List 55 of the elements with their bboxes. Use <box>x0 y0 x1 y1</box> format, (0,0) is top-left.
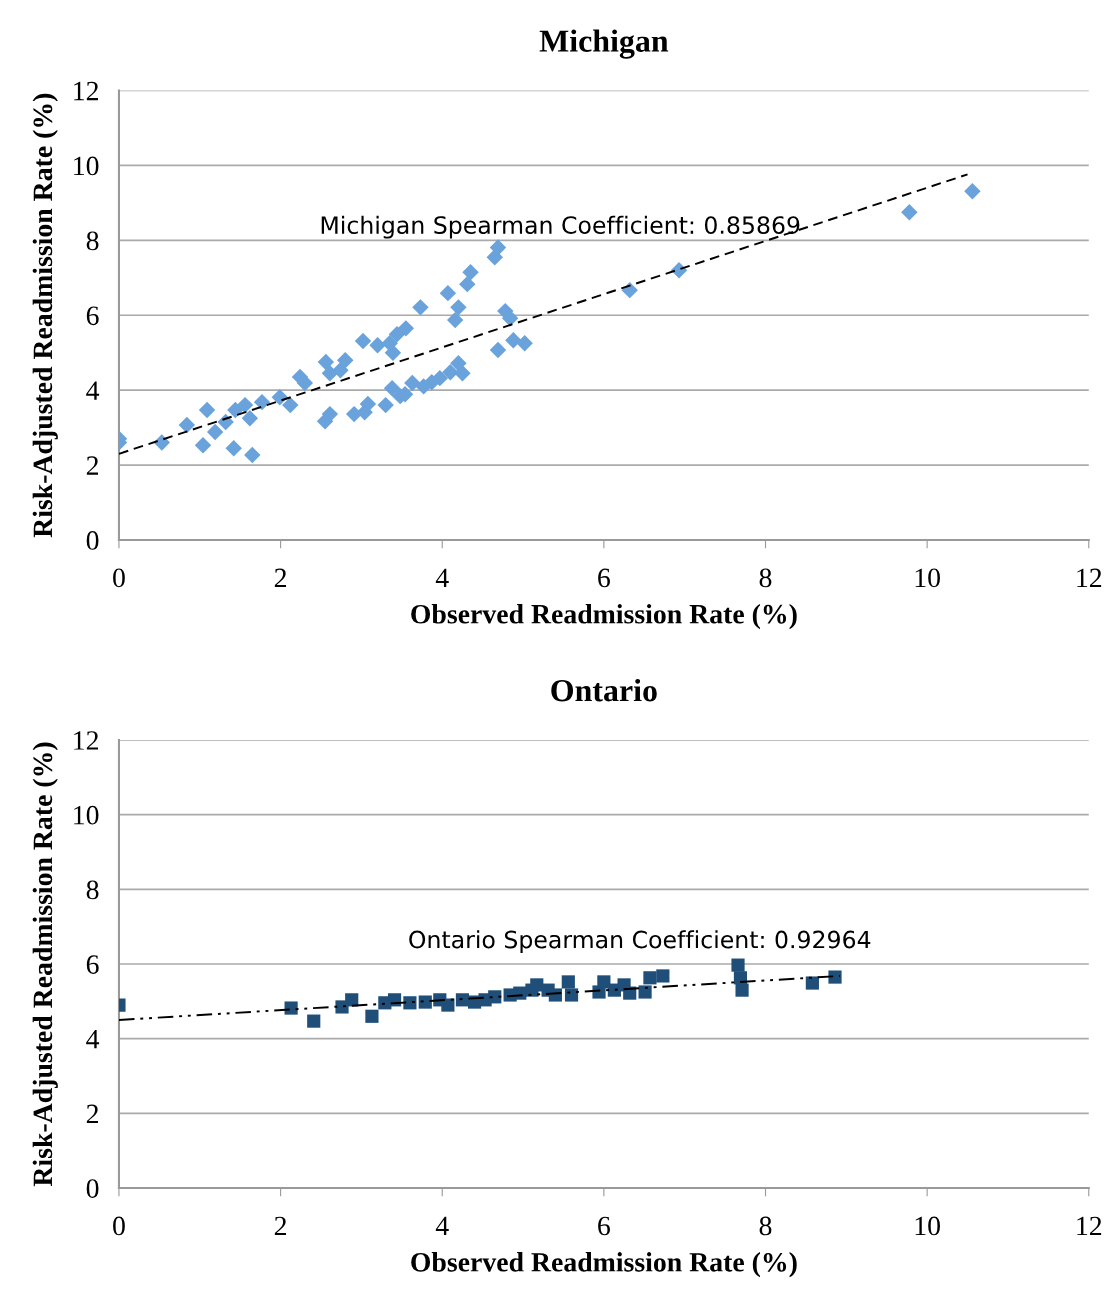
x-tick-label: 10 <box>915 568 940 588</box>
point <box>597 975 611 989</box>
annotation: Michigan Spearman Coefficient: 0.85869 <box>321 215 800 239</box>
x-axis-title: Observed Readmission Rate (%) <box>411 604 797 630</box>
point <box>735 983 749 997</box>
y-tick-label: 10 <box>74 156 99 176</box>
y-tick-label: 8 <box>86 231 99 251</box>
chart-title: Michigan <box>539 29 669 59</box>
point <box>441 998 455 1012</box>
x-tick-label: 4 <box>435 1216 449 1236</box>
x-tick-label: 0 <box>113 568 125 588</box>
y-tick-label: 0 <box>86 1179 99 1198</box>
x-tick-label: 6 <box>598 1216 610 1236</box>
y-axis-title: Risk-Adjusted Readmission Rate (%) <box>32 742 58 1187</box>
point <box>530 978 544 992</box>
point <box>403 996 417 1010</box>
point <box>488 990 502 1004</box>
x-tick-label: 2 <box>274 568 287 588</box>
x-tick-label: 8 <box>759 568 772 588</box>
point <box>307 1014 321 1028</box>
x-tick-label: 12 <box>1077 1216 1102 1236</box>
point <box>564 988 579 1002</box>
point <box>638 985 652 999</box>
y-axis-title: Risk-Adjusted Readmission Rate (%) <box>32 93 58 538</box>
x-tick-label: 2 <box>274 1216 287 1236</box>
chart-title: Ontario <box>551 678 657 702</box>
point <box>284 1001 298 1015</box>
y-tick-label: 6 <box>86 955 99 974</box>
y-tick-label: 12 <box>74 731 98 750</box>
x-tick-label: 8 <box>759 1216 772 1236</box>
y-tick-label: 4 <box>86 1030 100 1049</box>
y-tick-label: 6 <box>86 306 99 326</box>
x-tick-label: 6 <box>598 568 610 588</box>
annotation: Ontario Spearman Coefficient: 0.92964 <box>409 930 871 954</box>
point <box>345 993 359 1007</box>
point <box>643 971 657 985</box>
point <box>656 969 670 983</box>
y-tick-label: 0 <box>86 531 99 550</box>
point <box>828 970 842 984</box>
x-axis-title: Observed Readmission Rate (%) <box>411 1252 797 1278</box>
point <box>805 976 819 990</box>
x-tick-label: 10 <box>915 1216 940 1236</box>
x-tick-label: 12 <box>1077 568 1102 588</box>
y-tick-label: 2 <box>86 456 98 475</box>
point <box>561 975 575 989</box>
y-tick-label: 10 <box>74 805 99 825</box>
point <box>365 1009 379 1023</box>
point <box>731 958 745 972</box>
x-tick-label: 4 <box>435 568 449 588</box>
x-tick-label: 0 <box>113 1216 125 1236</box>
point <box>418 995 432 1009</box>
y-tick-label: 2 <box>86 1104 98 1123</box>
y-tick-label: 12 <box>74 81 98 101</box>
y-tick-label: 8 <box>86 880 99 900</box>
y-tick-label: 4 <box>86 381 100 400</box>
